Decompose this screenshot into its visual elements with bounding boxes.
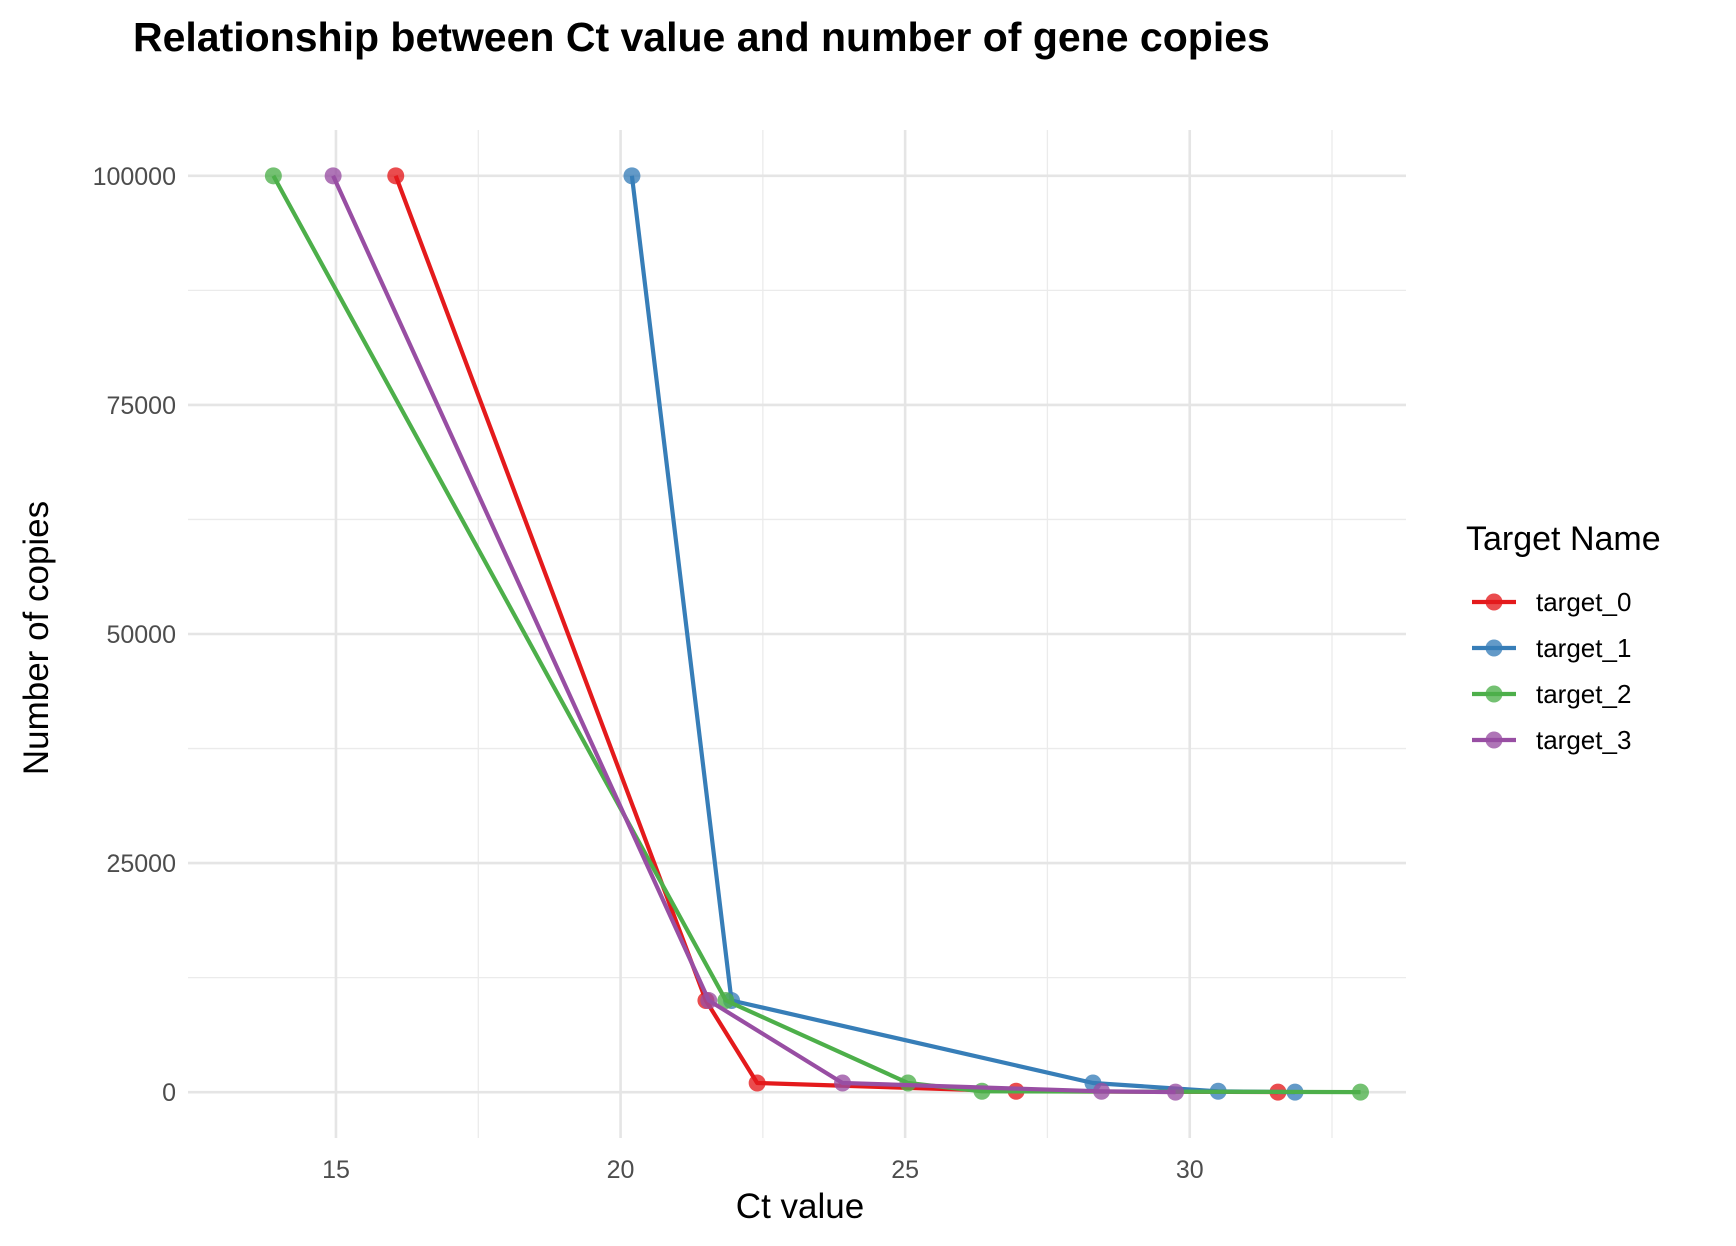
data-point <box>834 1074 852 1092</box>
legend-label: target_1 <box>1536 633 1631 663</box>
legend-item: target_1 <box>1472 633 1631 663</box>
data-point <box>1351 1083 1369 1101</box>
x-tick-label: 25 <box>891 1156 919 1184</box>
legend: Target Name target_0target_1target_2targ… <box>1466 520 1661 755</box>
legend-key-point <box>1485 639 1503 657</box>
legend-label: target_2 <box>1536 679 1631 709</box>
axis-tick-labels: 15 20 25 30 0 25000 50000 75000 100000 <box>93 163 1204 1184</box>
legend-items: target_0 target_1 target_2 target_3 <box>1472 587 1631 755</box>
legend-item: target_2 <box>1472 679 1631 709</box>
gridlines <box>188 130 1406 1138</box>
data-point <box>623 167 641 185</box>
y-tick-label: 75000 <box>106 392 176 420</box>
x-tick-label: 15 <box>322 1156 350 1184</box>
data-point <box>264 167 282 185</box>
y-tick-label: 0 <box>162 1079 176 1107</box>
y-tick-label: 50000 <box>106 621 176 649</box>
x-tick-label: 20 <box>607 1156 635 1184</box>
y-tick-label: 25000 <box>106 850 176 878</box>
data-point <box>1093 1082 1110 1100</box>
chart-title: Relationship between Ct value and number… <box>133 14 1270 60</box>
y-axis-title: Number of copies <box>17 501 56 775</box>
data-point <box>324 167 342 185</box>
legend-item: target_0 <box>1472 587 1631 617</box>
x-axis-title: Ct value <box>736 1187 864 1226</box>
y-tick-label: 100000 <box>93 163 176 191</box>
data-point <box>748 1074 766 1092</box>
data-point <box>387 167 405 185</box>
data-point <box>717 992 735 1010</box>
x-tick-label: 30 <box>1176 1156 1204 1184</box>
data-point <box>700 992 718 1010</box>
legend-label: target_3 <box>1536 725 1631 755</box>
legend-title: Target Name <box>1466 520 1661 558</box>
series-lines <box>264 167 1369 1101</box>
series-target-3 <box>324 167 1184 1101</box>
legend-item: target_3 <box>1472 725 1631 755</box>
legend-key-point <box>1485 593 1503 611</box>
legend-label: target_0 <box>1536 587 1631 617</box>
legend-key-point <box>1485 731 1503 749</box>
legend-key-point <box>1485 685 1503 703</box>
data-point <box>1166 1083 1184 1101</box>
